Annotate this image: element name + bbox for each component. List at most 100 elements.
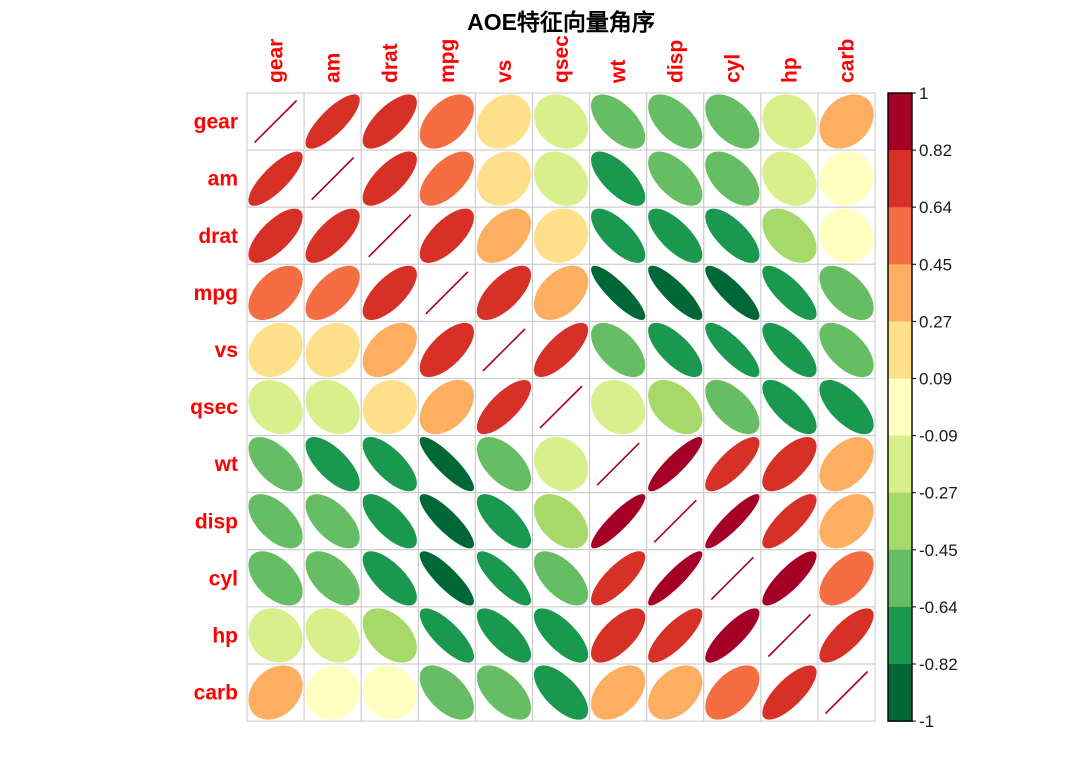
colorbar-tick-label: -0.27 xyxy=(919,484,958,503)
correlation-ellipse xyxy=(591,94,646,149)
correlation-ellipse xyxy=(476,151,532,206)
colorbar-tick-label: 0.82 xyxy=(919,141,952,160)
correlation-ellipse xyxy=(419,151,474,206)
col-label: qsec xyxy=(550,35,573,83)
correlation-ellipse xyxy=(305,379,360,435)
correlation-ellipse xyxy=(476,437,532,492)
correlation-ellipse xyxy=(819,94,874,149)
correlation-ellipse xyxy=(819,494,874,549)
correlation-ellipse xyxy=(819,379,874,435)
correlation-ellipse xyxy=(533,608,589,663)
correlation-ellipse xyxy=(591,665,646,720)
correlation-ellipse xyxy=(476,265,532,320)
correlation-ellipse xyxy=(762,494,817,549)
correlation-ellipse xyxy=(419,437,474,492)
correlation-ellipse xyxy=(648,322,703,378)
diagonal-unit-line xyxy=(767,613,812,658)
correlation-ellipse xyxy=(533,265,589,320)
correlation-ellipse xyxy=(762,322,817,378)
correlation-ellipse xyxy=(591,322,646,378)
correlation-ellipse xyxy=(591,265,646,320)
correlation-ellipse xyxy=(705,208,760,263)
correlation-ellipse xyxy=(648,151,703,206)
correlation-ellipse xyxy=(362,551,417,606)
correlation-ellipse xyxy=(591,494,646,549)
correlation-ellipse xyxy=(819,322,874,378)
correlation-ellipse xyxy=(362,94,417,149)
row-label: mpg xyxy=(194,282,238,305)
col-label: gear xyxy=(265,39,288,83)
correlation-ellipse xyxy=(819,265,874,320)
correlation-ellipse xyxy=(705,151,760,206)
col-label: mpg xyxy=(436,39,459,83)
diagonal-unit-line xyxy=(368,214,412,258)
correlation-ellipse xyxy=(533,151,589,206)
correlation-ellipse xyxy=(419,379,474,435)
correlation-ellipse xyxy=(819,151,874,206)
diagonal-unit-line xyxy=(596,442,640,486)
correlation-ellipse xyxy=(533,94,589,149)
correlation-ellipse xyxy=(476,551,532,606)
diagonal-unit-line xyxy=(311,157,355,201)
correlation-ellipse xyxy=(648,265,703,320)
correlation-ellipse xyxy=(248,265,303,320)
colorbar-border xyxy=(887,92,913,722)
correlation-ellipse xyxy=(305,265,360,320)
correlation-ellipse xyxy=(248,151,303,206)
correlation-ellipse xyxy=(705,608,760,663)
correlation-ellipse xyxy=(248,208,303,263)
correlation-ellipse xyxy=(533,208,589,263)
correlation-ellipse xyxy=(476,379,532,435)
row-label: cyl xyxy=(209,567,238,590)
correlation-ellipse xyxy=(762,208,817,263)
col-label: cyl xyxy=(721,54,744,83)
colorbar-segment xyxy=(888,492,912,551)
correlation-ellipse xyxy=(362,665,417,720)
correlation-ellipse xyxy=(362,379,417,435)
correlation-ellipse xyxy=(591,208,646,263)
correlation-ellipse xyxy=(705,665,760,720)
correlation-ellipse xyxy=(248,608,303,663)
correlation-ellipse xyxy=(648,208,703,263)
diagonal-unit-line xyxy=(425,271,469,315)
correlation-ellipse xyxy=(419,494,474,549)
correlation-ellipse xyxy=(648,608,703,663)
row-label: gear xyxy=(194,111,238,134)
correlation-ellipse xyxy=(305,494,360,549)
row-label: vs xyxy=(215,339,238,362)
correlation-ellipse xyxy=(591,551,646,606)
col-label: hp xyxy=(778,57,801,83)
correlation-ellipse xyxy=(648,94,703,149)
diagonal-unit-line xyxy=(824,670,869,715)
colorbar-segment xyxy=(888,435,912,494)
colorbar-tick-label: 0.09 xyxy=(919,370,952,389)
correlation-ellipse xyxy=(362,494,417,549)
correlation-ellipse xyxy=(705,94,760,149)
colorbar-tick-label: 1 xyxy=(919,84,928,103)
diagonal-unit-line xyxy=(482,328,526,372)
correlation-ellipse xyxy=(591,608,646,663)
correlation-ellipse xyxy=(419,608,474,663)
correlation-ellipse xyxy=(762,151,817,206)
correlation-ellipse xyxy=(362,608,417,663)
correlation-ellipse xyxy=(762,665,817,720)
correlation-ellipse xyxy=(419,665,474,720)
colorbar-tick-label: -0.82 xyxy=(919,655,958,674)
correlation-ellipse xyxy=(762,94,817,149)
colorbar-segment xyxy=(888,549,912,608)
correlation-ellipse xyxy=(705,437,760,492)
correlation-ellipse xyxy=(419,208,474,263)
colorbar-tick-label: -1 xyxy=(919,712,934,731)
row-label: wt xyxy=(214,453,238,476)
correlation-ellipse xyxy=(305,208,360,263)
row-label: disp xyxy=(195,510,238,533)
colorbar-tick-label: -0.45 xyxy=(919,541,958,560)
correlation-ellipse xyxy=(305,94,360,149)
correlation-ellipse xyxy=(305,437,360,492)
correlation-ellipse xyxy=(533,494,589,549)
correlation-ellipse xyxy=(476,608,532,663)
col-label: vs xyxy=(493,60,516,83)
correlation-ellipse xyxy=(591,379,646,435)
correlation-ellipse xyxy=(362,265,417,320)
